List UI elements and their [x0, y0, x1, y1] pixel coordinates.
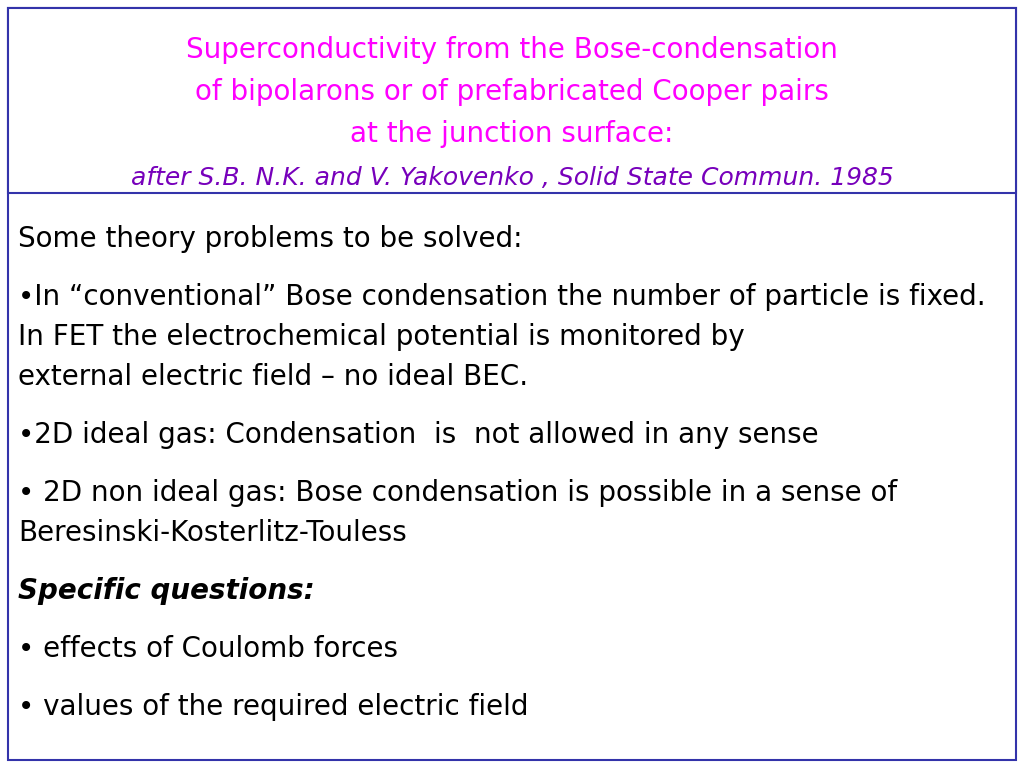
Text: • 2D non ideal gas: Bose condensation is possible in a sense of: • 2D non ideal gas: Bose condensation is… — [18, 479, 897, 507]
Text: Some theory problems to be solved:: Some theory problems to be solved: — [18, 225, 522, 253]
Text: • effects of Coulomb forces: • effects of Coulomb forces — [18, 635, 398, 663]
Text: external electric field – no ideal BEC.: external electric field – no ideal BEC. — [18, 363, 528, 391]
Text: •In “conventional” Bose condensation the number of particle is fixed.: •In “conventional” Bose condensation the… — [18, 283, 986, 311]
Text: • values of the required electric field: • values of the required electric field — [18, 693, 528, 721]
Text: Specific questions:: Specific questions: — [18, 577, 314, 605]
Text: Beresinski-Kosterlitz-Touless: Beresinski-Kosterlitz-Touless — [18, 519, 407, 547]
Bar — [8, 8, 1016, 193]
Text: Superconductivity from the Bose-condensation: Superconductivity from the Bose-condensa… — [186, 36, 838, 64]
Text: •2D ideal gas: Condensation  is  not allowed in any sense: •2D ideal gas: Condensation is not allow… — [18, 421, 818, 449]
Text: of bipolarons or of prefabricated Cooper pairs: of bipolarons or of prefabricated Cooper… — [195, 78, 829, 106]
Text: In FET the electrochemical potential is monitored by: In FET the electrochemical potential is … — [18, 323, 744, 351]
Text: after S.B. N.K. and V. Yakovenko , Solid State Commun. 1985: after S.B. N.K. and V. Yakovenko , Solid… — [131, 166, 893, 190]
Text: at the junction surface:: at the junction surface: — [350, 120, 674, 148]
